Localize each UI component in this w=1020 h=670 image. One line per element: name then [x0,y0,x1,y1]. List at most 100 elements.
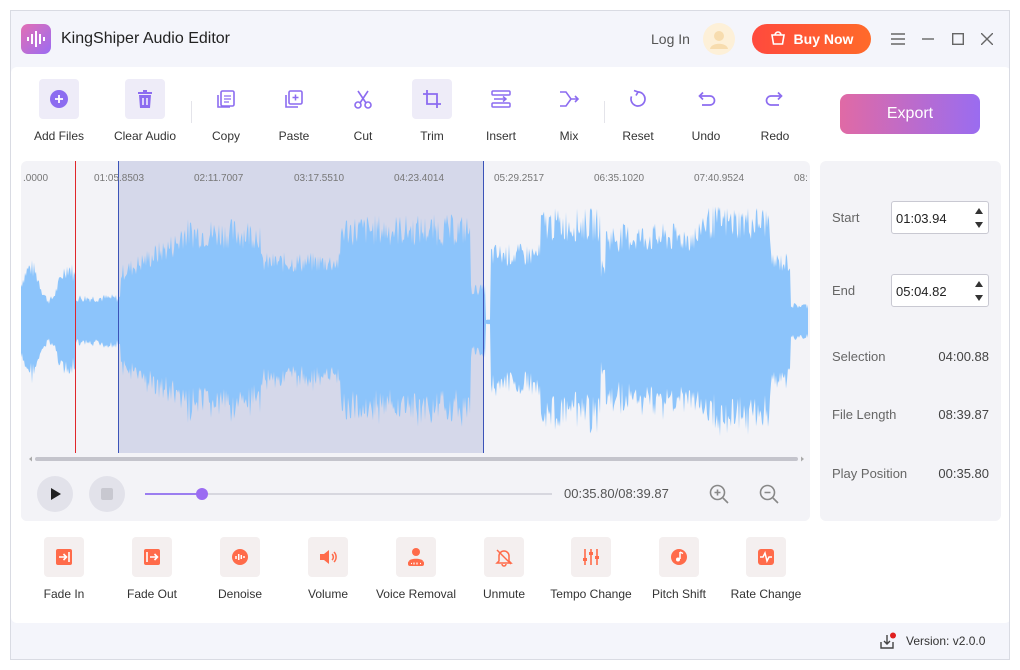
audio-waveform[interactable] [21,191,810,453]
fade-in-icon [44,537,84,577]
volume-label: Volume [307,587,349,601]
minimize-icon[interactable] [916,27,940,51]
tick-label: 05:29.2517 [494,173,545,184]
crop-icon [412,79,452,119]
horizontal-scrollbar[interactable] [29,456,804,462]
selection-value: 04:00.88 [938,349,989,364]
voice-removal-button[interactable]: Voice Removal [366,537,466,601]
reset-label: Reset [622,129,654,143]
export-button[interactable]: Export [840,94,980,134]
fade-out-button[interactable]: Fade Out [102,537,202,601]
end-time-input[interactable] [896,281,966,301]
play-position-value: 00:35.80 [938,466,989,481]
waveform-panel[interactable]: .0000 01:05.8503 02:11.7007 03:17.5510 0… [21,161,810,521]
play-icon [51,488,61,500]
decrement-icon[interactable] [973,219,985,231]
increment-icon[interactable] [973,278,985,290]
start-time-field[interactable] [891,201,989,234]
unmute-button[interactable]: Unmute [454,537,554,601]
add-circle-icon [39,79,79,119]
tick-label: 02:11.7007 [194,173,244,184]
fade-in-button[interactable]: Fade In [14,537,114,601]
undo-icon [686,79,726,119]
undo-label: Undo [691,129,721,143]
selection-info-panel: Start End Selection 04:00.88 File Length… [820,161,1001,521]
play-position-label: Play Position [832,466,908,481]
title-bar: KingShiper Audio Editor Log In Buy Now [11,11,1009,67]
status-bar: Version: v2.0.0 [11,623,1009,659]
start-label: Start [832,210,860,225]
increment-icon[interactable] [973,205,985,217]
toolbar-divider [604,101,605,123]
stop-button[interactable] [89,476,125,512]
selection-label: Selection [832,349,886,364]
selection-end-marker[interactable] [483,161,484,453]
pitch-shift-button[interactable]: Pitch Shift [629,537,729,601]
insert-label: Insert [485,129,516,143]
mix-label: Mix [559,129,579,143]
reset-button[interactable]: Reset [603,79,673,143]
update-icon[interactable] [879,632,897,650]
clear-audio-button[interactable]: Clear Audio [110,79,180,143]
undo-button[interactable]: Undo [671,79,741,143]
clear-audio-label: Clear Audio [113,129,177,143]
tick-label: .0000 [23,173,49,184]
paste-button[interactable]: Paste [259,79,329,143]
redo-button[interactable]: Redo [740,79,810,143]
denoise-label: Denoise [217,587,263,601]
copy-label: Copy [211,129,240,143]
zoom-out-icon[interactable] [758,483,780,505]
zoom-in-icon[interactable] [708,483,730,505]
time-ruler: .0000 01:05.8503 02:11.7007 03:17.5510 0… [21,161,810,187]
copy-button[interactable]: Copy [191,79,261,143]
file-length-value: 08:39.87 [938,407,989,422]
voice-removal-label: Voice Removal [375,587,457,601]
version-label: Version: v2.0.0 [906,634,986,648]
paste-label: Paste [278,129,310,143]
play-button[interactable] [37,476,73,512]
insert-icon [481,79,521,119]
denoise-button[interactable]: Denoise [190,537,290,601]
cut-button[interactable]: Cut [328,79,398,143]
rate-change-button[interactable]: Rate Change [716,537,816,601]
insert-button[interactable]: Insert [466,79,536,143]
unmute-label: Unmute [482,587,526,601]
app-logo-icon [21,24,51,54]
trim-button[interactable]: Trim [397,79,467,143]
menu-icon[interactable] [886,27,910,51]
decrement-icon[interactable] [973,292,985,304]
close-icon[interactable] [975,27,999,51]
add-files-label: Add Files [33,129,85,143]
login-link[interactable]: Log In [651,31,690,47]
tick-label: 04:23.4014 [394,173,445,184]
add-files-button[interactable]: Add Files [24,79,94,143]
paste-icon [274,79,314,119]
tempo-change-label: Tempo Change [550,587,632,601]
toolbar-divider [191,101,192,123]
transport-bar: 00:35.80/08:39.87 [21,466,810,521]
cart-icon [770,30,786,48]
end-time-field[interactable] [891,274,989,307]
buy-now-button[interactable]: Buy Now [752,24,871,54]
selection-start-marker[interactable] [118,161,119,453]
pitch-shift-label: Pitch Shift [651,587,707,601]
playhead-marker[interactable] [75,161,76,453]
voice-removal-icon [396,537,436,577]
tick-label: 07:40.9524 [694,173,745,184]
app-window: KingShiper Audio Editor Log In Buy Now [10,10,1010,660]
maximize-icon[interactable] [946,27,970,51]
app-title: KingShiper Audio Editor [61,30,230,47]
playback-slider-handle[interactable] [195,488,208,500]
tempo-change-button[interactable]: Tempo Change [541,537,641,601]
start-time-input[interactable] [896,208,966,228]
tick-label: 08: [794,173,808,184]
pulse-icon [746,537,786,577]
avatar[interactable] [703,23,735,55]
volume-button[interactable]: Volume [278,537,378,601]
redo-label: Redo [760,129,790,143]
playback-slider[interactable] [145,488,552,500]
mix-button[interactable]: Mix [534,79,604,143]
time-display: 00:35.80/08:39.87 [564,486,669,501]
fade-out-icon [132,537,172,577]
tick-label: 03:17.5510 [294,173,345,184]
